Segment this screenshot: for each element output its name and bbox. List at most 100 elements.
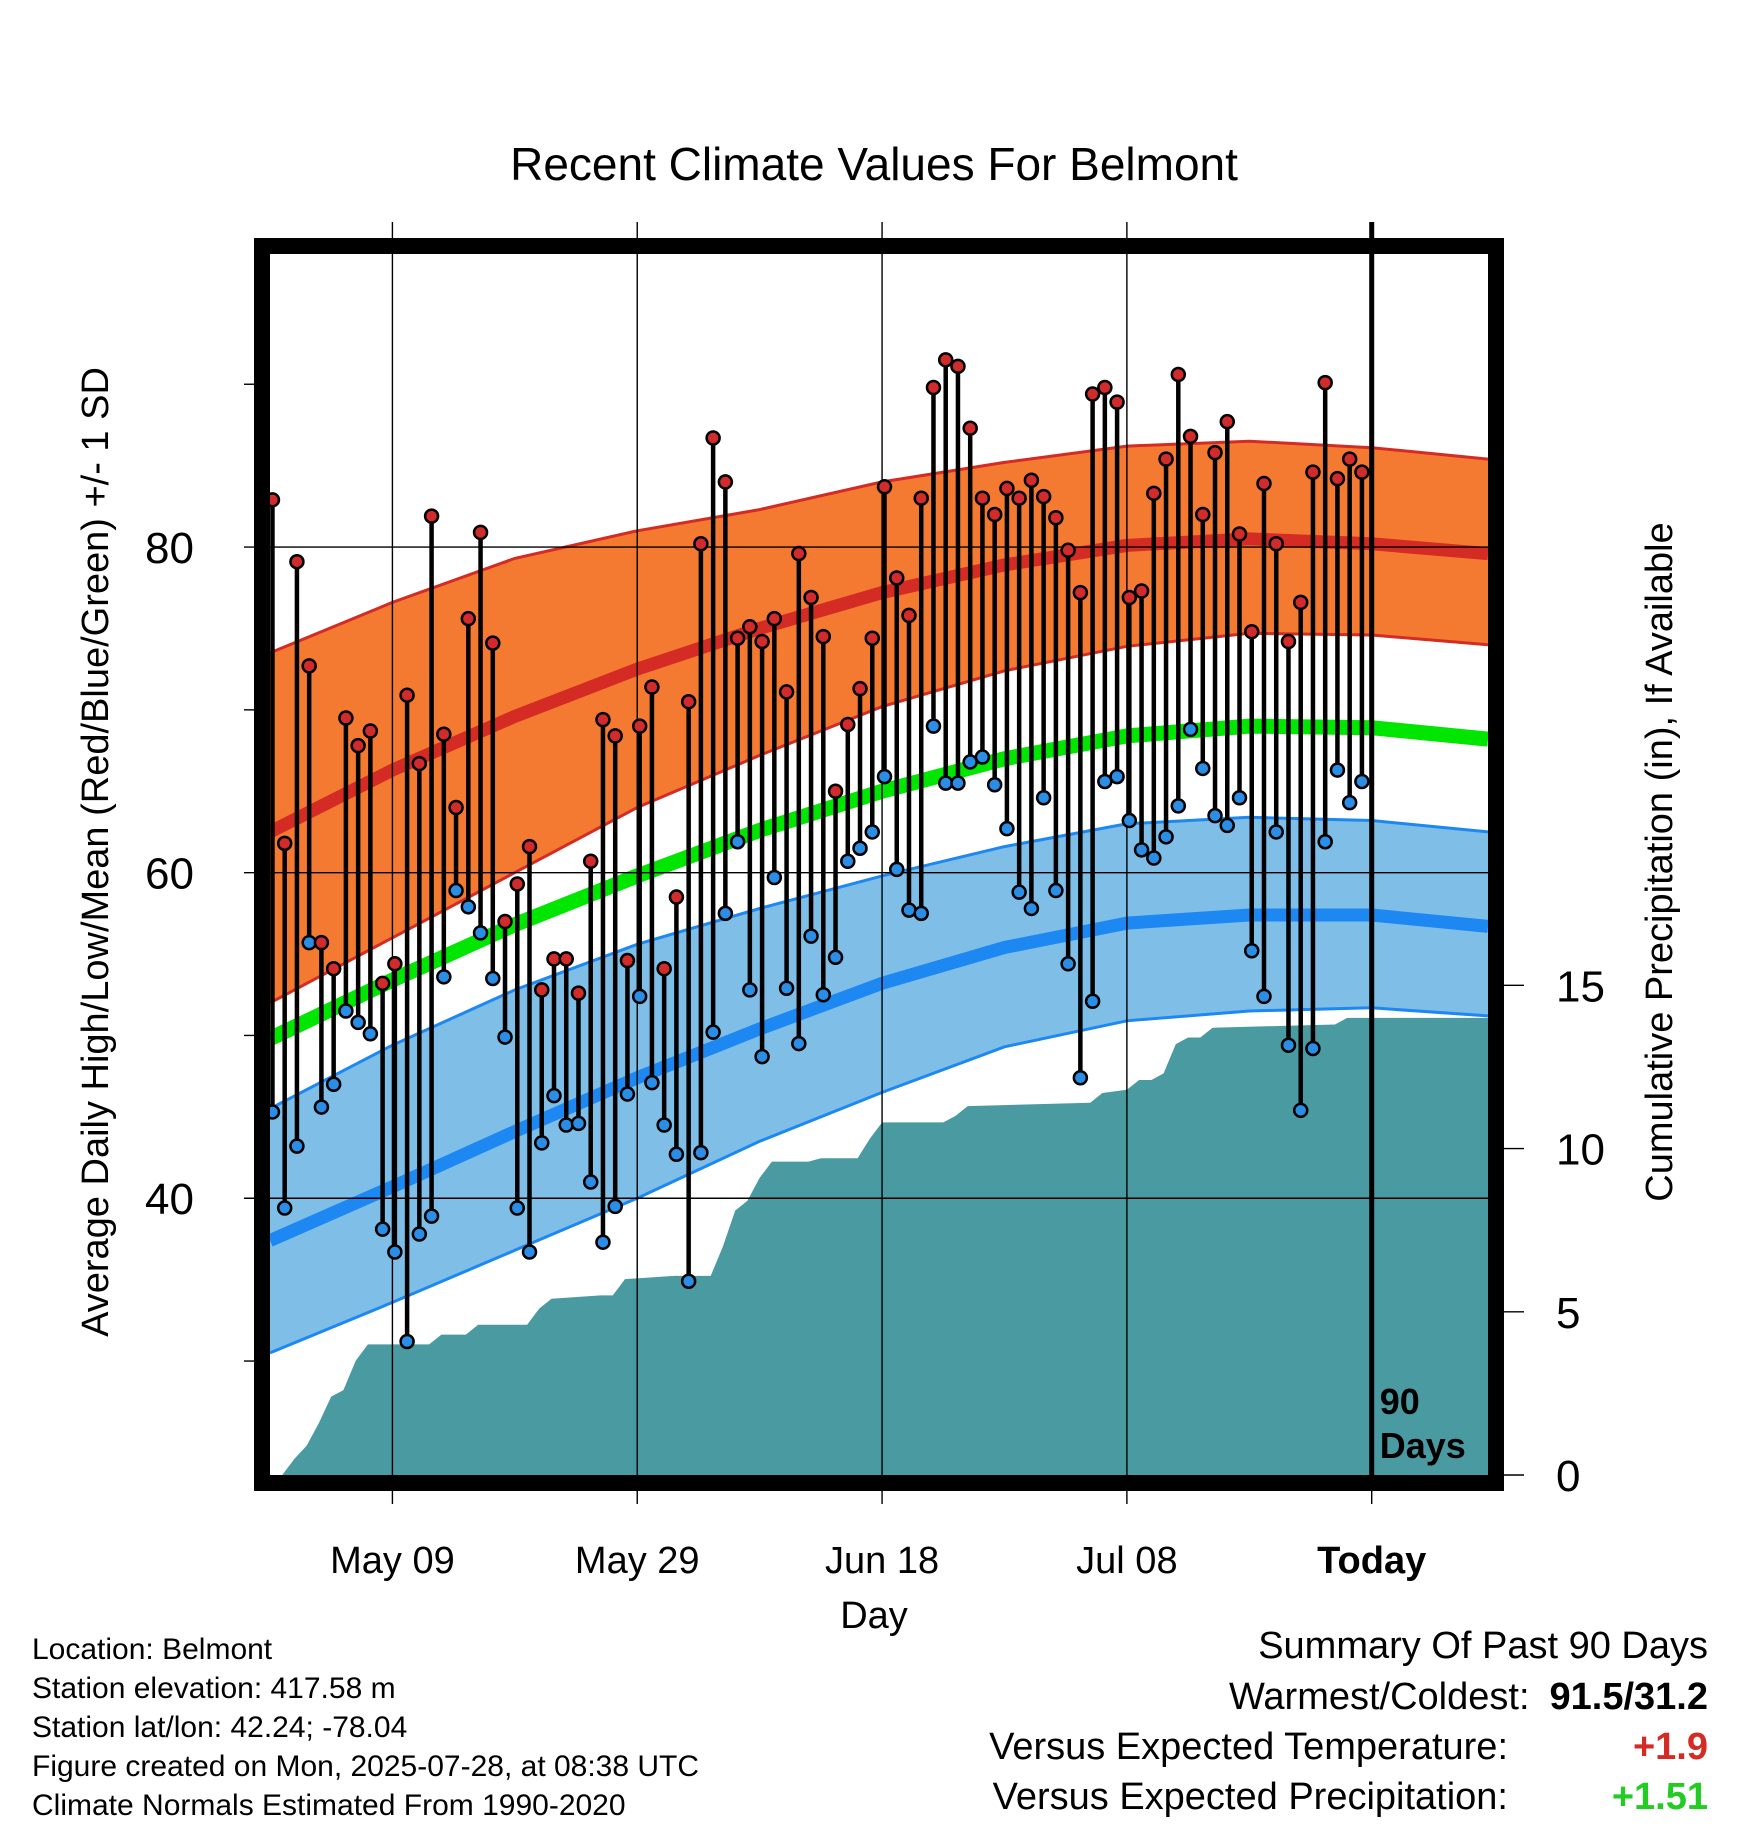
daily-high-dot	[656, 960, 672, 977]
normal-low-band	[270, 817, 1488, 1353]
temp-label: Versus Expected Temperature:	[989, 1726, 1508, 1768]
daily-low-dot	[1011, 884, 1027, 900]
y2-axis-label: Cumulative Precipitation (in), If Availa…	[1639, 522, 1681, 1201]
x-axis-label: Day	[840, 1595, 908, 1637]
daily-high-dot	[1121, 589, 1138, 606]
chart-title: Recent Climate Values For Belmont	[510, 138, 1238, 190]
daily-high-dot	[570, 985, 587, 1001]
daily-low-dot	[1268, 824, 1284, 840]
daily-low-dot	[460, 899, 477, 915]
daily-high-dot	[901, 607, 917, 624]
daily-low-dot	[803, 928, 819, 944]
daily-low-dot	[852, 840, 868, 856]
x-tick-label: Jul 08	[1076, 1540, 1177, 1582]
daily-low-dot	[448, 882, 464, 899]
daily-high-dot	[1133, 583, 1150, 599]
daily-low-dot	[338, 1003, 354, 1019]
daily-high-dot	[289, 553, 305, 570]
today-days-label: Days	[1380, 1425, 1466, 1466]
info-latlon: Station lat/lon: 42.24; -78.04	[32, 1711, 408, 1744]
daily-high-dot	[840, 716, 856, 733]
warm-cold-label: Warmest/Coldest:	[1228, 1676, 1530, 1718]
daily-low-dot	[901, 902, 917, 918]
daily-high-dot	[1243, 623, 1260, 640]
y-tick-label: 60	[145, 850, 194, 899]
daily-high-dot	[705, 430, 721, 446]
daily-high-dot	[325, 960, 342, 977]
daily-low-dot	[619, 1086, 636, 1102]
y-tick-label: 80	[145, 524, 194, 573]
daily-high-dot	[1280, 633, 1297, 650]
daily-low-dot	[876, 768, 893, 785]
daily-low-dot	[999, 820, 1015, 837]
plot-frame	[254, 238, 1504, 1491]
daily-high-dot	[607, 728, 623, 744]
daily-low-dot	[423, 1208, 440, 1224]
daily-low-dot	[1354, 773, 1370, 790]
daily-high-dot	[680, 693, 697, 710]
daily-high-dot	[1207, 444, 1223, 461]
daily-high-dot	[485, 635, 501, 651]
daily-low-dot	[1207, 807, 1223, 824]
daily-high-dot	[1268, 536, 1284, 552]
daily-low-dot	[1048, 882, 1064, 899]
daily-low-dot	[815, 986, 832, 1003]
daily-low-dot	[1280, 1037, 1297, 1053]
daily-high-dot	[1292, 594, 1309, 611]
daily-high-dot	[436, 726, 452, 743]
daily-high-dot	[411, 755, 428, 772]
daily-high-dot	[925, 379, 942, 396]
summary-warm-cold: Warmest/Coldest: 91.5/31.2	[989, 1672, 1708, 1722]
daily-high-dot	[350, 737, 366, 754]
daily-low-dot	[1133, 842, 1150, 858]
daily-low-dot	[1158, 829, 1174, 845]
daily-high-dot	[1329, 470, 1346, 487]
daily-high-dot	[729, 630, 746, 646]
daily-high-dot	[1023, 472, 1040, 489]
daily-low-dot	[888, 861, 905, 878]
daily-high-dot	[962, 420, 978, 436]
x-tick-label: Jun 18	[825, 1540, 939, 1582]
daily-low-dot	[1182, 721, 1199, 738]
daily-high-dot	[1084, 386, 1101, 402]
station-info: Location: Belmont Station elevation: 417…	[32, 1630, 699, 1825]
daily-high-dot	[1097, 379, 1113, 396]
daily-low-dot	[558, 1117, 574, 1133]
daily-low-dot	[668, 1146, 685, 1163]
daily-low-dot	[436, 969, 452, 985]
daily-high-dot	[668, 889, 685, 905]
daily-low-dot	[411, 1226, 428, 1242]
daily-low-dot	[1035, 790, 1052, 806]
daily-low-dot	[521, 1244, 538, 1260]
daily-low-dot	[791, 1035, 807, 1052]
daily-low-dot	[582, 1174, 599, 1190]
daily-low-dot	[276, 1200, 293, 1216]
daily-low-dot	[1121, 812, 1138, 829]
y-tick-label: 40	[145, 1175, 194, 1224]
daily-high-dot	[631, 718, 648, 734]
daily-high-dot	[423, 508, 440, 524]
daily-high-dot	[778, 684, 795, 700]
daily-high-dot	[999, 480, 1015, 497]
daily-high-dot	[888, 570, 905, 586]
daily-high-dot	[1341, 451, 1358, 467]
daily-low-dot	[827, 949, 844, 966]
daily-high-dot	[497, 913, 513, 930]
y2-tick-label: 10	[1556, 1126, 1605, 1175]
x-tick-label: Today	[1317, 1540, 1426, 1582]
daily-high-dot	[803, 589, 819, 606]
daily-low-dot	[644, 1074, 660, 1091]
daily-high-dot	[693, 536, 709, 552]
y2-tick-label: 5	[1556, 1289, 1580, 1338]
daily-high-dot	[876, 479, 893, 495]
daily-low-dot	[1023, 900, 1040, 917]
daily-low-dot	[1256, 988, 1272, 1005]
daily-low-dot	[717, 905, 734, 922]
daily-high-dot	[766, 610, 783, 627]
daily-low-dot	[325, 1076, 342, 1093]
daily-low-dot	[485, 970, 501, 987]
today-days-number: 90	[1380, 1381, 1420, 1422]
daily-low-dot	[974, 749, 991, 765]
daily-high-dot	[558, 951, 574, 967]
